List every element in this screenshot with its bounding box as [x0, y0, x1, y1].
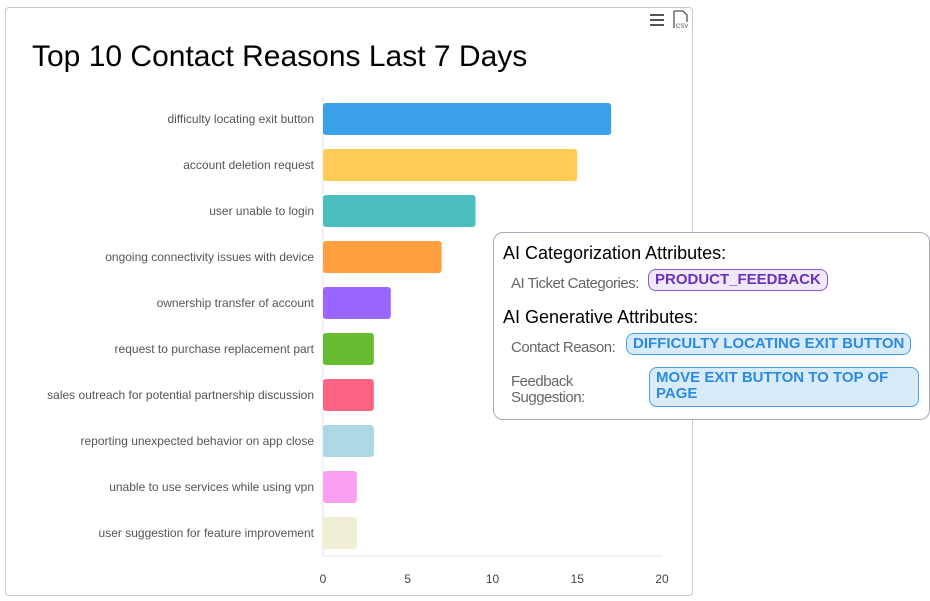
bar: [323, 517, 357, 549]
bar: [323, 425, 374, 457]
x-tick-label: 0: [320, 572, 327, 586]
x-tick-label: 5: [404, 572, 411, 586]
category-label: ownership transfer of account: [157, 296, 315, 310]
category-label: user unable to login: [209, 204, 314, 218]
bar: [323, 471, 357, 503]
ai-attributes-popup: AI Categorization Attributes: AI Ticket …: [493, 232, 930, 420]
category-label: account deletion request: [183, 158, 314, 172]
x-tick-label: 20: [655, 572, 669, 586]
bar: [323, 103, 612, 135]
category-label: sales outreach for potential partnership…: [47, 388, 314, 402]
bar: [323, 241, 442, 273]
feedback-suggestion-label: Feedback Suggestion:: [511, 373, 585, 406]
bar: [323, 195, 476, 227]
x-tick-label: 15: [571, 572, 585, 586]
category-label: reporting unexpected behavior on app clo…: [81, 434, 315, 448]
categorization-heading: AI Categorization Attributes:: [503, 243, 727, 263]
bar: [323, 379, 374, 411]
ticket-category-badge: PRODUCT_FEEDBACK: [648, 269, 828, 291]
hamburger-menu-icon[interactable]: [649, 12, 665, 28]
csv-file-icon[interactable]: CSV: [672, 10, 690, 30]
bar: [323, 333, 374, 365]
category-label: user suggestion for feature improvement: [99, 526, 315, 540]
bar: [323, 149, 578, 181]
category-label: unable to use services while using vpn: [109, 480, 314, 494]
category-label: ongoing connectivity issues with device: [105, 250, 314, 264]
contact-reason-badge: DIFFICULTY LOCATING EXIT BUTTON: [626, 333, 912, 355]
svg-text:CSV: CSV: [676, 24, 688, 30]
generative-heading: AI Generative Attributes:: [503, 307, 699, 327]
category-label: request to purchase replacement part: [115, 342, 315, 356]
x-tick-label: 10: [486, 572, 500, 586]
ticket-categories-label: AI Ticket Categories:: [511, 275, 639, 292]
category-label: difficulty locating exit button: [167, 112, 314, 126]
contact-reason-label: Contact Reason:: [511, 339, 616, 356]
bar: [323, 287, 391, 319]
chart-title: Top 10 Contact Reasons Last 7 Days: [32, 40, 528, 73]
feedback-suggestion-badge: MOVE EXIT BUTTON TO TOP OF PAGE: [649, 367, 919, 407]
